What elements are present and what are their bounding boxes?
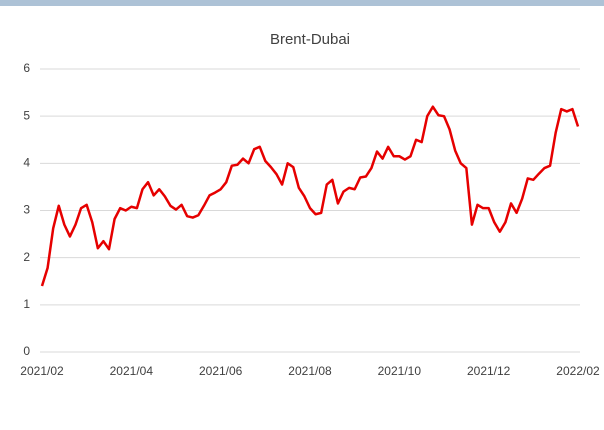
y-tick-label: 2	[23, 250, 30, 264]
x-tick-label: 2022/02	[556, 364, 600, 378]
x-tick-label: 2021/12	[467, 364, 511, 378]
data-line	[40, 105, 580, 287]
y-tick-label: 1	[23, 297, 30, 311]
x-tick-label: 2021/08	[288, 364, 332, 378]
x-tick-label: 2021/04	[110, 364, 154, 378]
y-tick-label: 5	[23, 108, 30, 122]
x-tick-label: 2021/06	[199, 364, 243, 378]
y-tick-label: 6	[23, 61, 30, 75]
x-tick-label: 2021/10	[378, 364, 422, 378]
x-tick-label: 2021/02	[20, 364, 64, 378]
y-tick-label: 0	[23, 344, 30, 358]
y-tick-label: 4	[23, 156, 30, 170]
chart-title: Brent-Dubai	[270, 31, 350, 48]
y-tick-label: 3	[23, 203, 30, 217]
top-border	[0, 0, 604, 6]
